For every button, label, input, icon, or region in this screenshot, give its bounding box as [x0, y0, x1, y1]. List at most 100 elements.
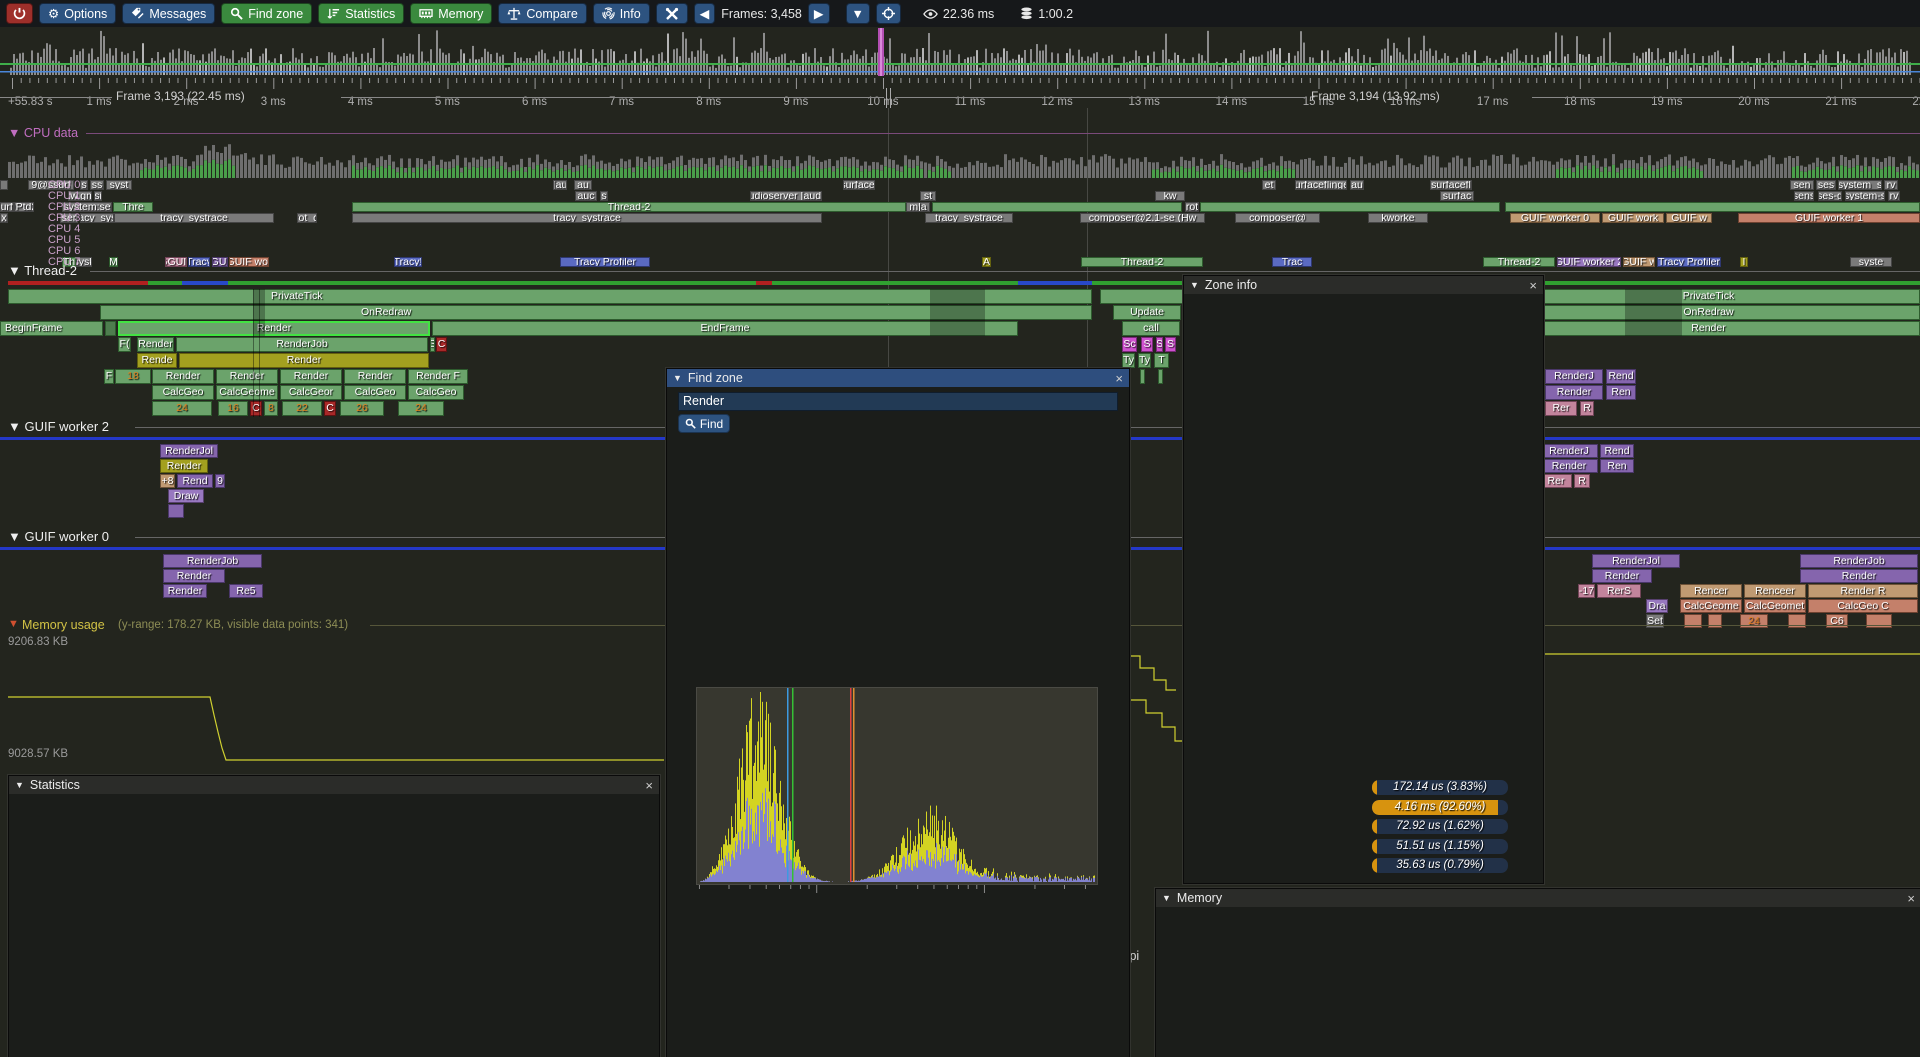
timeline-zone[interactable]: Ren [1600, 459, 1634, 473]
timeline-zone[interactable]: R [1580, 401, 1594, 416]
timeline-zone[interactable]: Tracy Profiler [560, 257, 650, 267]
timeline-zone[interactable]: Render [118, 321, 430, 336]
timeline-zone[interactable] [1708, 614, 1722, 628]
timeline-zone[interactable]: 9 [215, 474, 225, 488]
timeline-zone[interactable]: GGUIF [165, 257, 187, 267]
timeline-zone[interactable]: Render [137, 337, 174, 352]
timeline-zone[interactable]: [au [553, 180, 567, 190]
timeline-zone[interactable]: GUIF work [1602, 213, 1664, 223]
find-zone-button[interactable]: Find zone [221, 3, 313, 24]
timeline-zone[interactable]: S [1165, 337, 1176, 352]
timeline-zone[interactable]: A [982, 257, 991, 267]
timeline-zone[interactable]: C [324, 401, 336, 416]
timeline-zone[interactable]: GUIF wor [229, 257, 269, 267]
timeline-zone[interactable]: Rer [1545, 401, 1577, 416]
timeline-zone[interactable]: tracy_sysn [80, 213, 114, 223]
timeline-zone[interactable]: Rencer [1680, 584, 1742, 598]
timeline-zone[interactable] [1866, 614, 1892, 628]
compare-button[interactable]: Compare [498, 3, 587, 24]
timeline-zone[interactable]: CalcGeo C [1808, 599, 1918, 613]
timeline-zone[interactable]: CalcGeome [216, 385, 278, 400]
timeline-zone[interactable]: Render [216, 369, 278, 384]
timeline-zone[interactable]: surfacefl [1430, 180, 1472, 190]
timeline-zone[interactable]: Render [1540, 459, 1598, 473]
window-titlebar[interactable]: ▼ Zone info × [1184, 276, 1543, 294]
timeline-zone[interactable]: rot_d [297, 213, 317, 223]
timeline-zone[interactable] [105, 321, 116, 336]
timeline-zone[interactable]: rv [1888, 191, 1900, 201]
timeline-zone[interactable]: CalcGeor [280, 385, 342, 400]
timeline-zone[interactable]: +8 [160, 474, 175, 488]
timeline-zone[interactable]: GUIF w [1666, 213, 1712, 223]
timeline-zone[interactable]: audioserver [audio [750, 191, 822, 201]
collapse-icon[interactable]: ▼ [1162, 893, 1171, 903]
timeline-zone[interactable]: Ty [1138, 353, 1151, 368]
timeline-zone[interactable]: 26 [340, 401, 384, 416]
timeline-zone[interactable]: GUIF worker 2 [1557, 257, 1621, 267]
timeline-zone[interactable]: 24 [1740, 614, 1768, 628]
next-frame-button[interactable]: ▶ [807, 3, 830, 24]
timeline-zone[interactable]: Re5 [229, 584, 263, 598]
timeline-zone[interactable]: Renceer [1744, 584, 1806, 598]
timeline-zone[interactable]: 18 [115, 369, 151, 384]
timeline-zone[interactable]: CalcGeo [408, 385, 464, 400]
timeline-zone[interactable] [0, 180, 8, 190]
timeline-zone[interactable]: RenderJol [1592, 554, 1680, 568]
timeline-zone[interactable]: composer@ [1235, 213, 1320, 223]
timeline-zone[interactable]: 8 [264, 401, 278, 416]
timeline-zone[interactable]: Render [1592, 569, 1652, 583]
timeline-zone[interactable]: RenderJ [1545, 369, 1603, 384]
timeline-zone[interactable]: surfa [0, 202, 14, 212]
timeline-zone[interactable]: Render [1545, 385, 1603, 400]
timeline-zone[interactable]: system_s [1838, 180, 1882, 190]
timeline-zone[interactable]: RenderJob [163, 554, 262, 568]
timeline-zone[interactable]: S [1141, 337, 1153, 352]
timeline-zone[interactable]: Set [1646, 614, 1664, 628]
timeline-zone[interactable]: -17 [1578, 584, 1595, 598]
timeline-zone[interactable]: Render [344, 369, 406, 384]
timeline-zone[interactable]: tracy_systrace [114, 213, 274, 223]
timeline-zone[interactable]: R [1574, 474, 1590, 488]
timeline-zone[interactable]: S [430, 337, 435, 352]
timeline-zone[interactable]: composer@2.1-se (Hw [1080, 213, 1205, 223]
timeline-zone[interactable]: x [0, 213, 8, 223]
timeline-zone[interactable] [932, 202, 1182, 212]
timeline-zone[interactable]: F( [118, 337, 131, 352]
timeline-zone[interactable]: Sc [1122, 337, 1137, 352]
timeline-zone[interactable]: Thre [113, 202, 153, 212]
timeline-zone[interactable]: surfaceflinger [1295, 180, 1347, 190]
timeline-zone[interactable]: Thread-2 [1483, 257, 1555, 267]
cpu-data-heading[interactable]: ▼ CPU data [8, 126, 79, 140]
timeline-zone[interactable]: CalcGeo [344, 385, 406, 400]
timeline-zone[interactable]: sens [1794, 191, 1814, 201]
timeline-zone[interactable]: Render R [1808, 584, 1918, 598]
timeline-zone[interactable] [1158, 369, 1163, 384]
power-button[interactable] [6, 3, 33, 24]
timeline-zone[interactable]: ses-g [1818, 191, 1842, 201]
timeline-zone[interactable]: RenderJol [160, 444, 218, 458]
collapse-icon[interactable]: ▼ [15, 780, 24, 790]
timeline-zone[interactable]: Th [62, 257, 76, 267]
search-query[interactable]: Render [683, 394, 724, 408]
find-button[interactable]: Find [678, 414, 730, 433]
timeline-zone[interactable]: system:se [62, 202, 112, 212]
goto-frame-button[interactable] [875, 3, 901, 24]
timeline-zone[interactable]: Render [160, 459, 208, 473]
timeline-zone[interactable] [1788, 614, 1806, 628]
timeline-zone[interactable]: Tracy Profiler [1657, 257, 1721, 267]
timeline-zone[interactable]: Update [1113, 305, 1181, 320]
thread-heading[interactable]: ▼ Thread-2 [8, 263, 77, 278]
timeline-zone[interactable]: Rende [137, 353, 177, 368]
timeline-zone[interactable]: surfac [1440, 191, 1474, 201]
timeline-zone[interactable]: sen [1790, 180, 1814, 190]
timeline-zone[interactable]: Draw [168, 489, 204, 503]
timeline-zone[interactable]: sysk [76, 257, 92, 267]
timeline-zone[interactable]: ses [1816, 180, 1836, 190]
timeline-zone[interactable]: @Ptd2g [14, 202, 34, 212]
timeline-zone[interactable]: CalcGeome [1680, 599, 1742, 613]
timeline-zone[interactable]: m|a [906, 202, 930, 212]
timeline-zone[interactable]: Thread-2 [352, 202, 906, 212]
close-icon[interactable]: × [1907, 890, 1915, 906]
timeline-zone[interactable]: OnRedraw [100, 305, 1092, 320]
timeline-zone[interactable]: Tracy! [394, 257, 422, 267]
